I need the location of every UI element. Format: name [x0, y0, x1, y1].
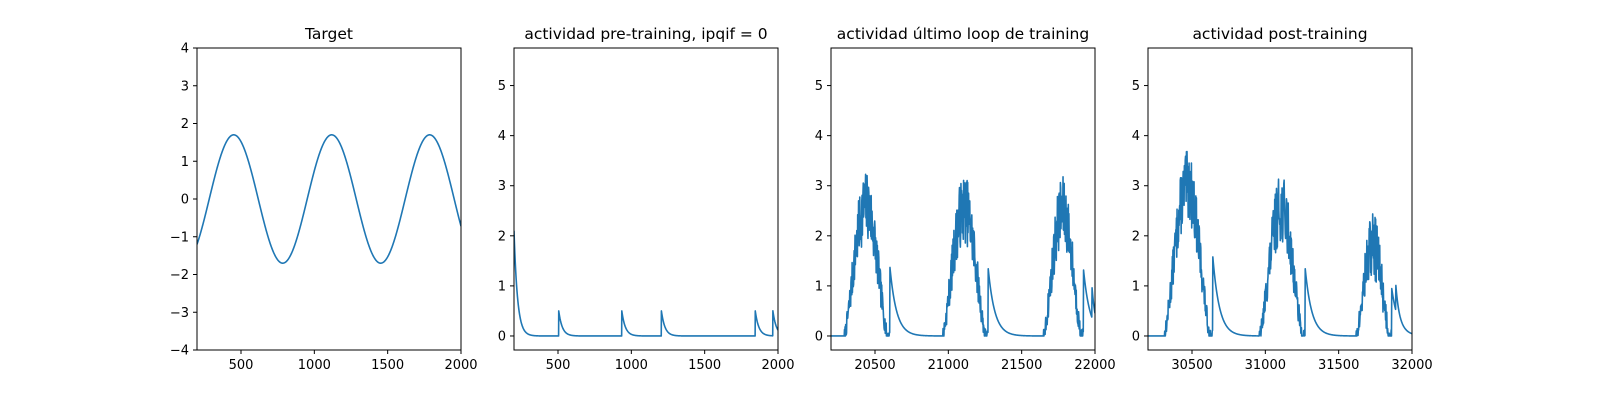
y-tick-label: 2 — [1132, 229, 1140, 244]
series-line — [514, 230, 778, 337]
y-tick-label: −1 — [170, 230, 189, 245]
y-tick-label: 3 — [1132, 179, 1140, 194]
y-tick-label: 4 — [815, 129, 823, 144]
y-tick-label: 2 — [181, 117, 189, 132]
y-tick-label: 0 — [498, 329, 506, 344]
y-tick-label: 4 — [1132, 129, 1140, 144]
x-tick-label: 1500 — [371, 358, 404, 373]
y-tick-label: 4 — [498, 129, 506, 144]
x-tick-label: 500 — [546, 358, 571, 373]
subplot-title: Target — [304, 25, 353, 43]
x-tick-label: 1000 — [298, 358, 331, 373]
axes-frame — [513, 47, 779, 351]
x-tick-label: 2000 — [761, 358, 794, 373]
y-tick-label: 0 — [1132, 329, 1140, 344]
x-tick-label: 21000 — [928, 358, 969, 373]
axes-frame — [830, 47, 1096, 351]
series-line — [831, 173, 1095, 337]
y-tick-label: 5 — [498, 79, 506, 94]
x-tick-label: 22000 — [1074, 358, 1115, 373]
y-tick-label: 3 — [498, 179, 506, 194]
x-tick-label: 31500 — [1318, 358, 1359, 373]
y-tick-label: 0 — [815, 329, 823, 344]
x-tick-label: 21500 — [1001, 358, 1042, 373]
y-tick-label: 0 — [181, 193, 189, 208]
x-tick-label: 2000 — [444, 358, 477, 373]
y-tick-label: 4 — [181, 42, 189, 57]
y-tick-label: 1 — [815, 279, 823, 294]
series-line — [197, 134, 461, 264]
y-tick-label: 1 — [498, 279, 506, 294]
y-tick-label: 1 — [181, 155, 189, 170]
y-tick-label: 2 — [815, 229, 823, 244]
subplot-title: actividad último loop de training — [837, 25, 1089, 43]
x-tick-label: 500 — [229, 358, 254, 373]
x-tick-label: 1000 — [615, 358, 648, 373]
x-tick-label: 1500 — [688, 358, 721, 373]
subplot-target: Target 500 1000 1500 2000 −4 −3 −2 −1 0 1 2 3 4 — [170, 25, 478, 373]
subplot-title: actividad post-training — [1192, 25, 1367, 43]
y-tick-label: −3 — [170, 306, 189, 321]
subplot-title: actividad pre-training, ipqif = 0 — [524, 25, 767, 43]
y-tick-label: −2 — [170, 268, 189, 283]
y-tick-label: 1 — [1132, 279, 1140, 294]
subplot-pre-training: actividad pre-training, ipqif = 0 500 100… — [498, 25, 795, 373]
y-tick-label: 3 — [181, 79, 189, 94]
x-tick-label: 30500 — [1171, 358, 1212, 373]
subplot-post-training: actividad post-training 30500 31000 31500 3… — [1132, 25, 1433, 373]
y-tick-label: 5 — [1132, 79, 1140, 94]
y-tick-label: 2 — [498, 229, 506, 244]
x-tick-label: 31000 — [1245, 358, 1286, 373]
series-line — [1148, 150, 1412, 337]
y-tick-label: −4 — [170, 344, 189, 359]
y-tick-label: 3 — [815, 179, 823, 194]
x-tick-label: 20500 — [854, 358, 895, 373]
axes-frame — [1147, 47, 1413, 351]
y-tick-label: 5 — [815, 79, 823, 94]
x-tick-label: 32000 — [1391, 358, 1432, 373]
subplot-last-training-loop: actividad último loop de training 20500 2… — [815, 25, 1116, 373]
